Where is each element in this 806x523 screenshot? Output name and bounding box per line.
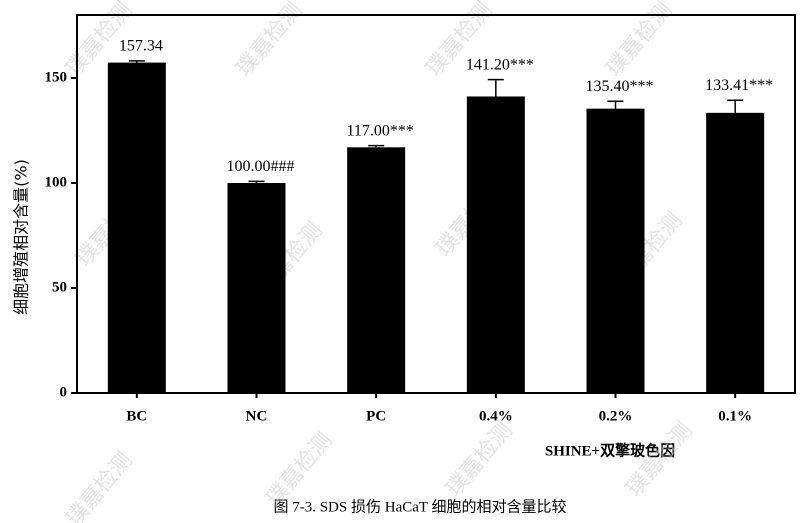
chart-title: 图 7-3. SDS 损伤 HaCaT 细胞的相对含量比较 xyxy=(273,497,566,515)
y-tick-label: 100 xyxy=(45,174,68,190)
watermark: 璞嘉检测 xyxy=(602,0,678,81)
error-bar xyxy=(607,100,624,109)
bar xyxy=(466,96,525,393)
x-tick-label: 0.1% xyxy=(718,408,752,424)
y-tick-label: 0 xyxy=(60,384,68,400)
value-label: 117.00*** xyxy=(346,122,413,139)
x-tick-label: PC xyxy=(366,408,386,424)
value-label: 135.40*** xyxy=(586,78,654,95)
x-tick-label: 0.4% xyxy=(479,408,513,424)
bar xyxy=(107,62,166,393)
plot-frame xyxy=(76,14,796,394)
bar xyxy=(227,183,286,393)
bar xyxy=(706,112,765,394)
error-bar xyxy=(128,60,145,63)
bar xyxy=(347,147,406,393)
watermark: 璞嘉检测 xyxy=(232,0,308,81)
value-label: 100.00### xyxy=(227,158,295,175)
x-tick-label: NC xyxy=(246,408,268,424)
value-label: 133.41*** xyxy=(705,77,773,94)
watermark: 璞嘉检测 xyxy=(622,418,698,501)
y-tick-label: 150 xyxy=(45,69,68,85)
y-tick-label: 50 xyxy=(52,279,67,295)
bar xyxy=(586,108,645,393)
error-bar xyxy=(487,78,504,97)
value-label: 157.34 xyxy=(119,38,163,55)
x-axis-label: SHINE+双擎玻色因 xyxy=(545,441,675,459)
x-tick-label: 0.2% xyxy=(599,408,633,424)
y-axis-label: 细胞增殖相对含量(%) xyxy=(12,159,31,315)
error-bar xyxy=(727,99,744,113)
x-tick-label: BC xyxy=(126,408,147,424)
watermark: 璞嘉检测 xyxy=(442,418,518,501)
error-bar xyxy=(368,144,385,148)
error-bar xyxy=(248,180,265,183)
value-label: 141.20*** xyxy=(466,56,534,73)
watermark: 璞嘉检测 xyxy=(62,448,138,523)
